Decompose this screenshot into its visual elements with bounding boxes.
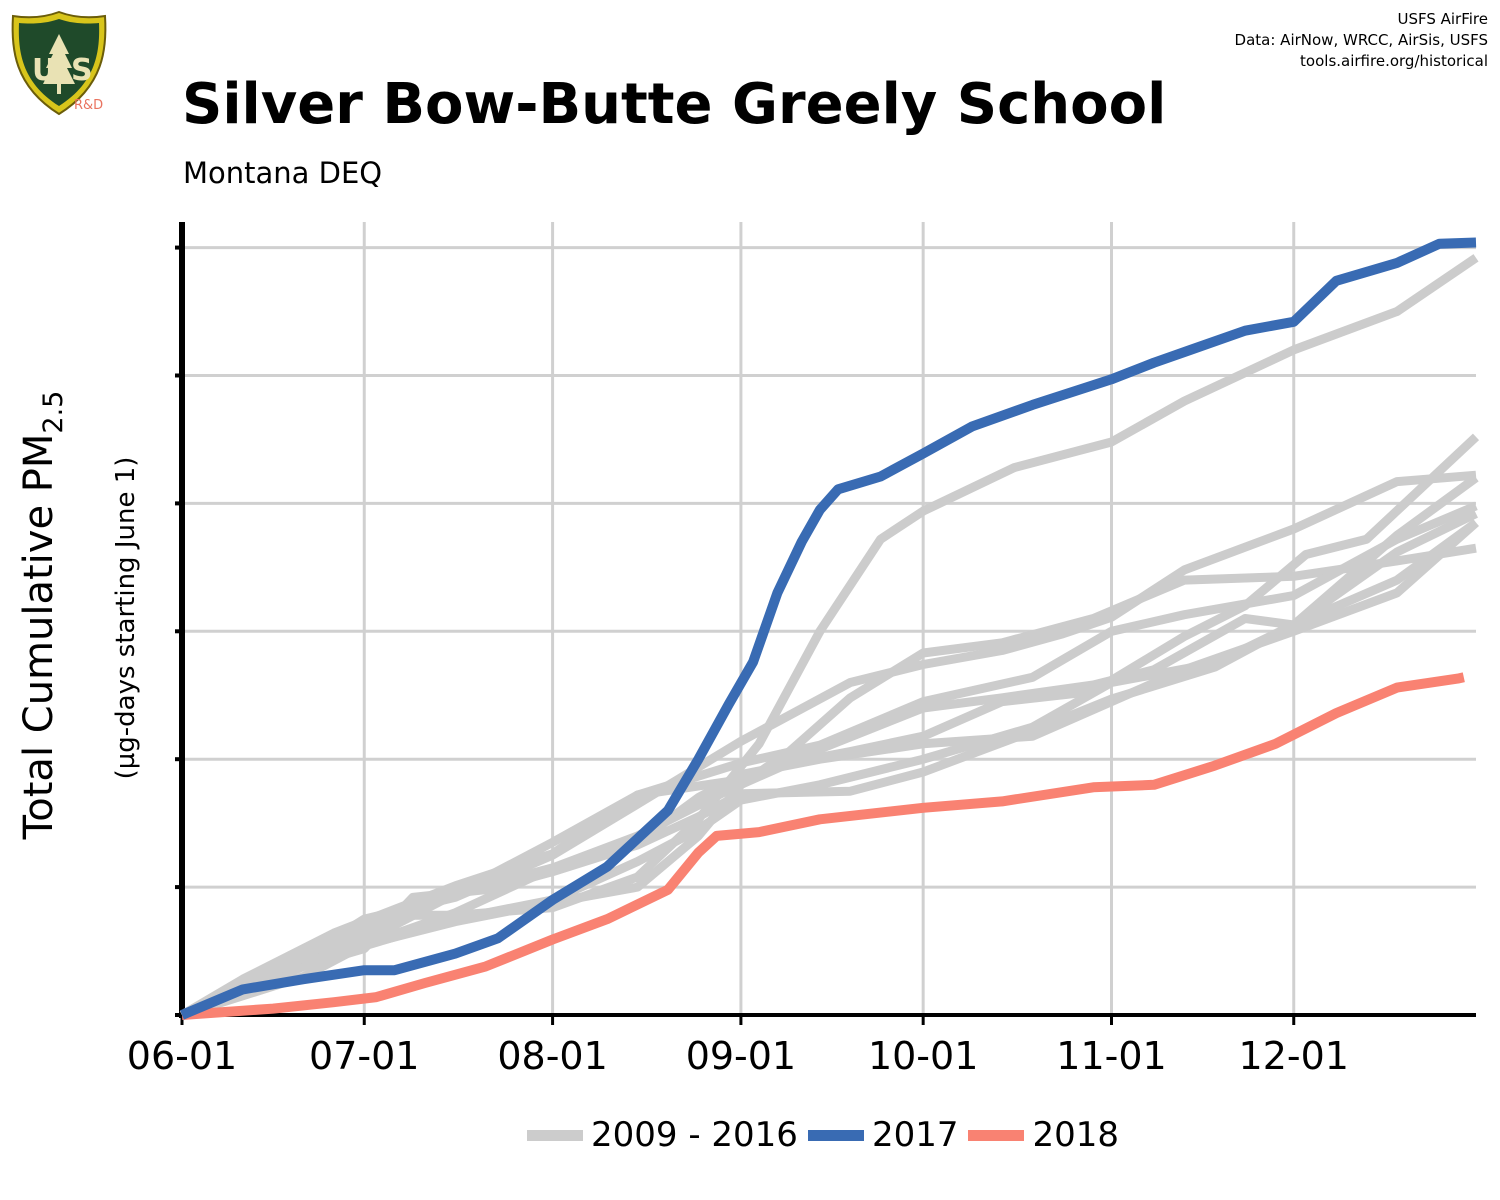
- x-tick-label: 11-01: [1056, 1034, 1166, 1078]
- series-line-2009-2016: [179, 501, 1478, 1019]
- series-line-2017: [180, 237, 1477, 1020]
- y-axis-label-subscript: 2.5: [38, 391, 69, 434]
- x-tick-label: 12-01: [1239, 1034, 1349, 1078]
- x-tick-label: 07-01: [309, 1034, 419, 1078]
- logo-rd-label: R&D: [74, 98, 104, 113]
- label-layer: Total Cumulative PM2.5 (µg-days starting…: [16, 391, 141, 841]
- legend-swatch: [968, 1129, 1025, 1141]
- logo-letter-u: U: [32, 53, 56, 88]
- chart-title: Silver Bow-Butte Greely School: [182, 72, 1167, 137]
- x-tick-label: 09-01: [686, 1034, 796, 1078]
- usfs-shield-icon: U S: [11, 10, 107, 116]
- series-line-2009-2016: [180, 518, 1479, 1020]
- series-line-2018: [181, 672, 1465, 1020]
- axis-layer: 06-01 07-01 08-01 09-01 10-01 11-01 12-01: [127, 222, 1476, 1078]
- legend-label: 2018: [1032, 1115, 1120, 1155]
- legend-item-2017: 2017: [807, 1115, 959, 1155]
- legend-label: 2017: [871, 1115, 959, 1155]
- x-tick-label: 06-01: [127, 1034, 237, 1078]
- chart-legend: 2009 - 2016 2017 2018: [527, 1112, 1129, 1158]
- logo-letter-s: S: [71, 53, 93, 88]
- x-tick-label: 10-01: [868, 1034, 978, 1078]
- chart-subtitle: Montana DEQ: [183, 156, 383, 190]
- legend-label: 2009 - 2016: [591, 1115, 798, 1155]
- credit-line-3: tools.airfire.org/historical: [1300, 52, 1488, 70]
- tree-icon: [43, 34, 75, 94]
- credits-block: USFS AirFire Data: AirNow, WRCC, AirSis,…: [1235, 9, 1488, 72]
- series-layer: [179, 237, 1480, 1020]
- x-tick-label: 08-01: [497, 1034, 607, 1078]
- legend-swatch: [807, 1129, 864, 1141]
- series-line-2009-2016: [180, 254, 1479, 1020]
- legend-item-2009-2016: 2009 - 2016: [527, 1115, 798, 1155]
- y-axis-label-main: Total Cumulative PM: [16, 434, 62, 841]
- credit-line-1: USFS AirFire: [1397, 10, 1488, 28]
- y-axis-label: Total Cumulative PM2.5: [16, 391, 69, 841]
- credit-line-2: Data: AirNow, WRCC, AirSis, USFS: [1234, 31, 1488, 49]
- legend-item-2018: 2018: [968, 1115, 1119, 1155]
- y-axis-note: (µg-days starting June 1): [111, 457, 141, 780]
- legend-swatch: [527, 1129, 583, 1141]
